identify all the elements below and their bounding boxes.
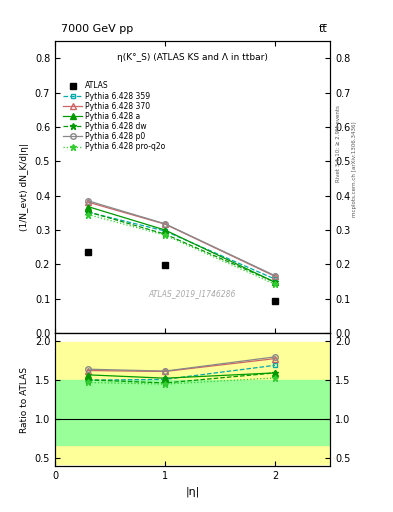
Text: mcplots.cern.ch [arXiv:1306.3436]: mcplots.cern.ch [arXiv:1306.3436] xyxy=(352,121,357,217)
Text: 7000 GeV pp: 7000 GeV pp xyxy=(61,24,133,34)
Y-axis label: (1/N_evt) dN_K/d|η|: (1/N_evt) dN_K/d|η| xyxy=(20,143,29,231)
Legend: ATLAS, Pythia 6.428 359, Pythia 6.428 370, Pythia 6.428 a, Pythia 6.428 dw, Pyth: ATLAS, Pythia 6.428 359, Pythia 6.428 37… xyxy=(62,80,167,153)
Text: η(K°_S) (ATLAS KS and Λ in ttbar): η(K°_S) (ATLAS KS and Λ in ttbar) xyxy=(117,53,268,61)
Y-axis label: Ratio to ATLAS: Ratio to ATLAS xyxy=(20,367,29,433)
X-axis label: |η|: |η| xyxy=(185,486,200,497)
Bar xyxy=(55,380,330,445)
Text: Rivet 3.1.10; ≥ 2.9M events: Rivet 3.1.10; ≥ 2.9M events xyxy=(336,105,341,182)
Text: tt̅: tt̅ xyxy=(319,24,327,34)
Text: ATLAS_2019_I1746286: ATLAS_2019_I1746286 xyxy=(149,289,236,298)
Bar xyxy=(55,343,330,464)
